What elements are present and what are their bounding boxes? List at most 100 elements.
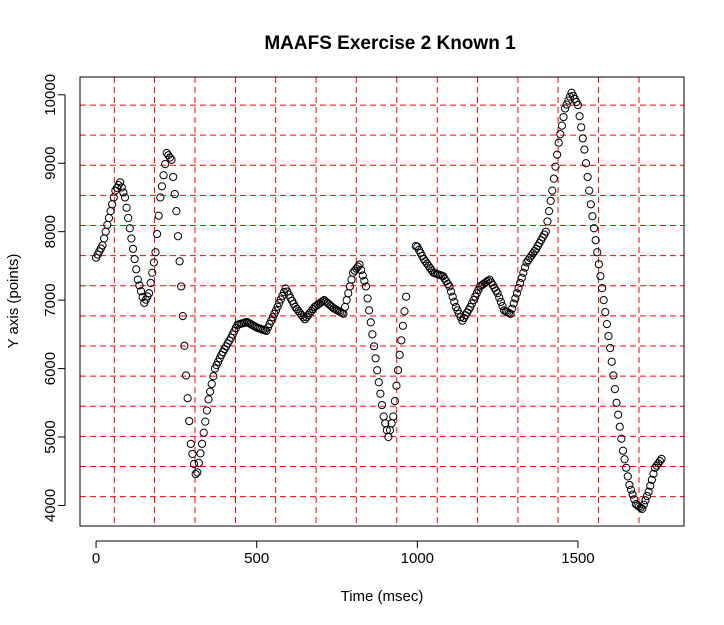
data-point (183, 394, 192, 403)
chart-title: MAAFS Exercise 2 Known 1 (264, 33, 516, 54)
data-point (609, 371, 618, 380)
data-point (549, 174, 558, 183)
data-point (206, 387, 215, 396)
data-point (597, 284, 607, 293)
data-point (104, 213, 114, 223)
data-point (161, 159, 170, 169)
data-point (197, 439, 207, 448)
data-point (173, 232, 183, 241)
data-point (278, 291, 287, 300)
data-point (625, 480, 634, 490)
data-point (401, 292, 411, 301)
data-point (617, 434, 626, 443)
data-point (514, 284, 523, 293)
data-point (596, 272, 605, 281)
data-point (374, 378, 383, 387)
data-point (376, 389, 385, 398)
data-point (511, 294, 520, 303)
data-point (557, 121, 567, 130)
data-point (185, 416, 194, 426)
y-tick-label: 5000 (42, 420, 59, 453)
data-point (395, 350, 404, 359)
data-point (599, 296, 608, 305)
y-axis-label: Y axis (points) (5, 254, 22, 349)
data-point (275, 298, 284, 308)
data-point (606, 343, 615, 353)
y-tick-label: 8000 (42, 215, 59, 248)
data-point (623, 472, 632, 481)
data-point (496, 297, 505, 306)
data-point (156, 193, 165, 202)
data-point (612, 398, 621, 407)
data-point (191, 469, 200, 479)
data-point (655, 457, 665, 466)
data-point (128, 244, 138, 253)
data-point (445, 282, 454, 291)
data-point (181, 371, 191, 380)
data-point (361, 282, 371, 291)
data-point (169, 172, 178, 182)
data-point (512, 289, 522, 298)
data-point (546, 196, 555, 205)
y-tick-label: 9000 (42, 147, 59, 180)
data-point (646, 481, 655, 490)
data-point (199, 428, 208, 437)
data-point (120, 193, 130, 202)
data-point (519, 268, 528, 277)
data-point (344, 289, 353, 298)
data-point (594, 260, 603, 269)
data-point (204, 395, 213, 404)
data-point (393, 366, 403, 375)
data-point (400, 307, 409, 316)
data-point (589, 224, 599, 233)
data-point (209, 372, 218, 381)
data-point (638, 504, 647, 513)
data-point (193, 468, 202, 477)
data-point (101, 227, 110, 236)
data-point (398, 321, 407, 330)
data-point (373, 366, 382, 375)
y-tick-label: 7000 (42, 283, 59, 316)
data-point (554, 138, 563, 147)
data-point (581, 159, 591, 168)
data-point (122, 203, 131, 212)
data-point (167, 155, 176, 164)
data-point (562, 100, 571, 109)
grid-lines (80, 77, 684, 526)
data-point (132, 265, 141, 274)
data-point (299, 313, 308, 322)
data-point (201, 417, 210, 426)
data-point (585, 186, 594, 195)
data-point (194, 458, 203, 467)
data-point (389, 412, 398, 421)
data-point (446, 287, 456, 296)
data-point (626, 485, 636, 494)
data-point (593, 248, 602, 257)
data-point (180, 341, 189, 350)
data-point (175, 257, 184, 266)
data-point (357, 265, 366, 275)
data-point (647, 475, 656, 484)
data-point (271, 306, 281, 315)
data-point (543, 217, 552, 226)
data-point (116, 178, 125, 187)
data-point (544, 207, 554, 216)
data-point (622, 463, 631, 472)
data-point (170, 189, 179, 199)
data-point (371, 354, 380, 363)
data-point (556, 130, 565, 139)
data-point (575, 112, 584, 121)
data-point (618, 446, 628, 455)
data-point (516, 278, 525, 288)
data-point (642, 491, 652, 501)
data-point (649, 469, 658, 478)
y-tick-label: 6000 (42, 352, 59, 385)
data-point (615, 422, 624, 431)
data-point (196, 449, 205, 458)
data-point (639, 500, 648, 509)
data-point (508, 304, 517, 313)
data-point (506, 309, 515, 318)
data-point (450, 297, 459, 306)
data-point (135, 281, 144, 290)
